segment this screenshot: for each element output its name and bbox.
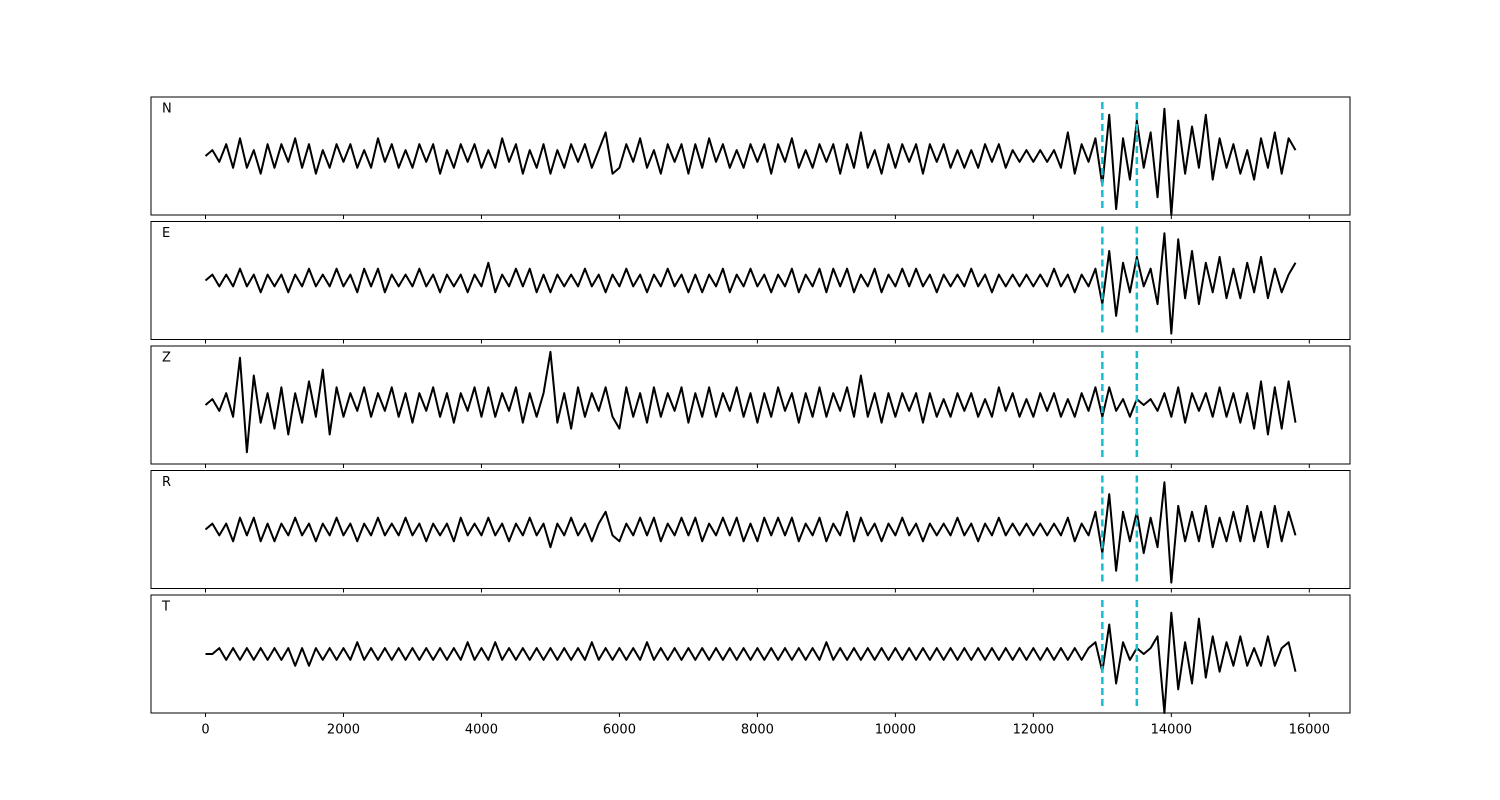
panel-frame — [150, 221, 1351, 340]
panel-frame — [150, 96, 1351, 216]
trace-line — [205, 611, 1297, 714]
panel-label: Z — [162, 351, 171, 366]
panel-label: N — [162, 102, 172, 117]
trace-line — [204, 350, 1297, 454]
x-tick-label: 2000 — [327, 723, 360, 738]
panel-frame — [150, 345, 1351, 465]
trace-line — [204, 481, 1297, 584]
x-tick-label: 14000 — [1151, 723, 1192, 738]
trace-line — [204, 232, 1297, 335]
panel-label: T — [161, 600, 170, 615]
panel-frame — [150, 594, 1351, 714]
trace-line — [204, 107, 1297, 216]
x-tick-label: 6000 — [603, 723, 636, 738]
x-tick-label: 0 — [201, 723, 209, 738]
x-tick-label: 8000 — [741, 723, 774, 738]
x-tick-label: 10000 — [875, 723, 916, 738]
panel-frame — [150, 470, 1351, 589]
panel-label: E — [162, 226, 170, 241]
x-tick-label: 4000 — [465, 723, 498, 738]
x-tick-label: 16000 — [1289, 723, 1330, 738]
x-tick-label: 12000 — [1013, 723, 1054, 738]
panel-label: R — [162, 475, 171, 490]
